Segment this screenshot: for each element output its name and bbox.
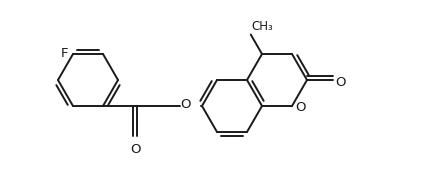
Text: F: F — [60, 46, 68, 60]
Text: O: O — [130, 143, 140, 156]
Text: O: O — [295, 101, 305, 115]
Text: CH₃: CH₃ — [252, 20, 273, 33]
Text: O: O — [336, 76, 346, 89]
Text: O: O — [181, 99, 191, 111]
